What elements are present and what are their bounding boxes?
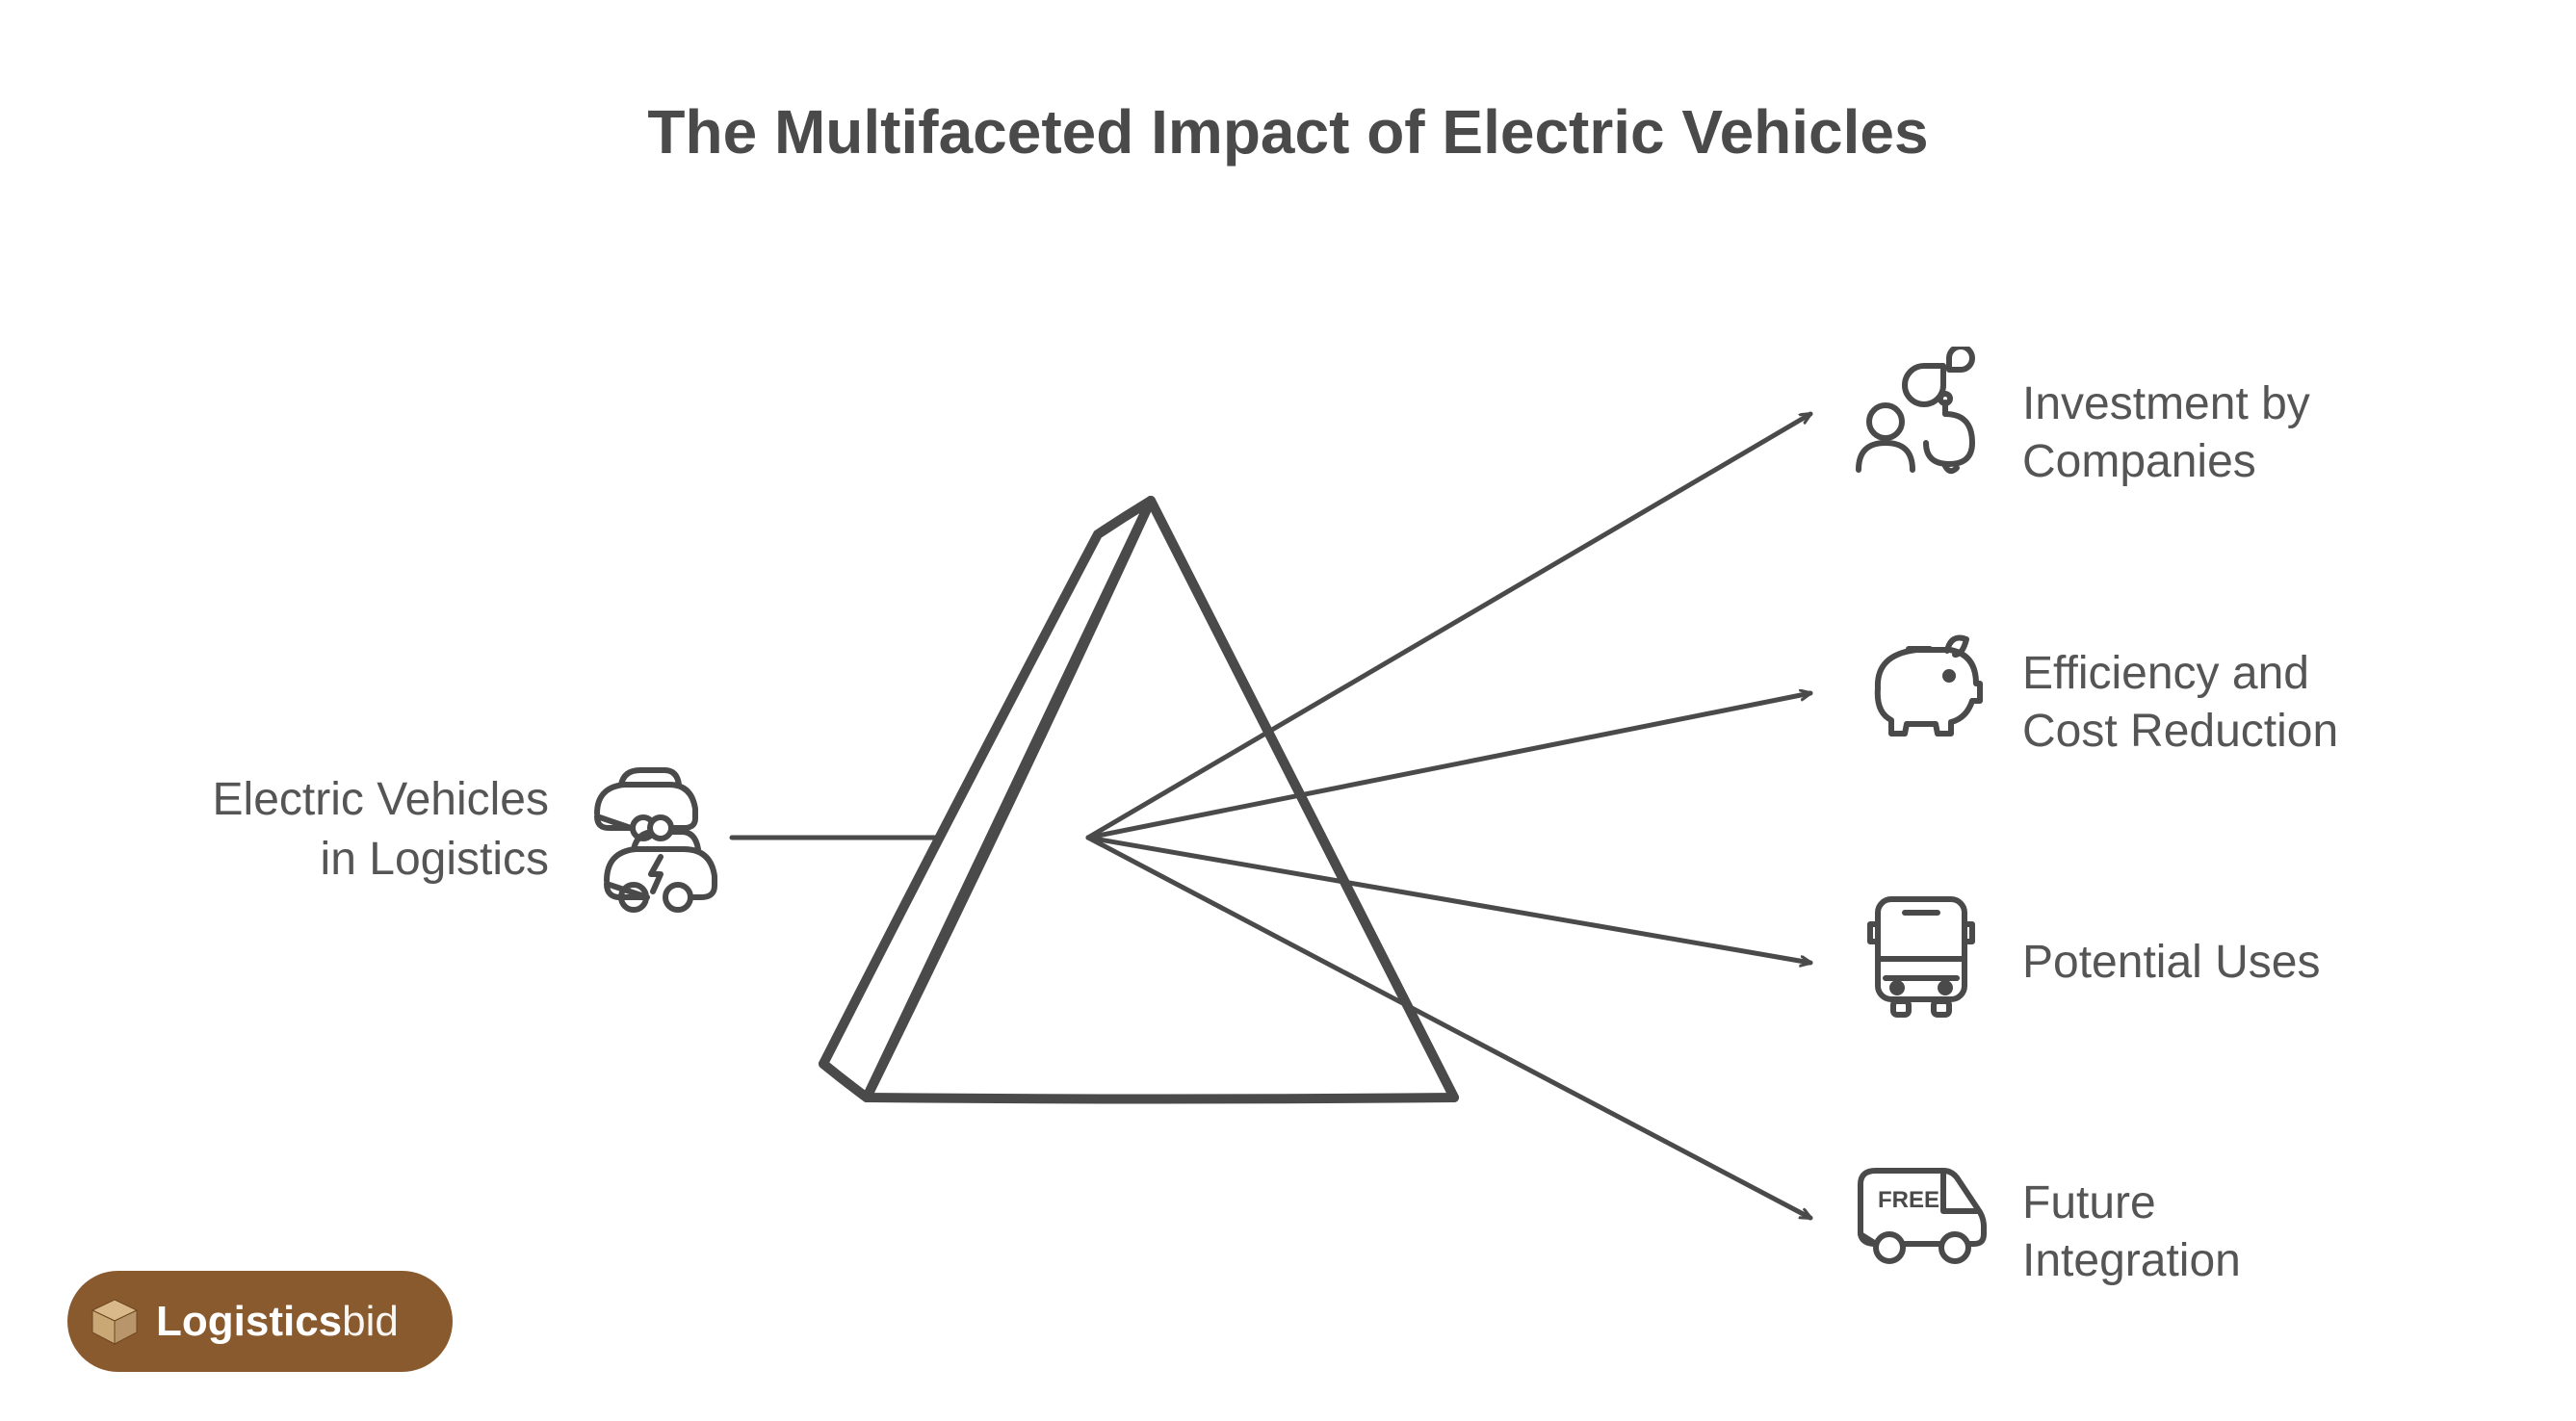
logisticsbid-logo: Logisticsbid [67,1271,453,1372]
investment-icon [1849,347,1984,486]
output-3-line1: Potential Uses [2022,937,2321,988]
output-4-line1: Future [2022,1177,2156,1228]
input-label-line1: Electric Vehicles [213,774,549,825]
logo-text-light: bid [342,1298,399,1345]
ev-cars-icon [578,761,727,919]
output-2-line2: Cost Reduction [2022,706,2338,757]
free-van-icon: FREE [1849,1155,1993,1276]
output-label-2: Efficiency and Cost Reduction [2022,645,2338,761]
logo-box-icon [87,1294,143,1350]
output-4-line2: Integration [2022,1235,2241,1286]
output-1-line1: Investment by [2022,378,2310,429]
logo-text: Logisticsbid [156,1298,399,1346]
free-van-text: FREE [1878,1187,1939,1213]
prism-shape [823,501,1454,1099]
input-label: Electric Vehicles in Logistics [213,770,549,891]
piggy-bank-icon [1859,626,1984,746]
output-label-1: Investment by Companies [2022,375,2310,491]
input-label-line2: in Logistics [321,834,549,885]
output-label-3: Potential Uses [2022,934,2321,992]
output-label-4: Future Integration [2022,1175,2241,1290]
output-2-line1: Efficiency and [2022,648,2309,699]
output-1-line2: Companies [2022,436,2256,487]
logo-text-bold: Logistics [156,1298,342,1345]
bus-icon [1859,886,1984,1025]
